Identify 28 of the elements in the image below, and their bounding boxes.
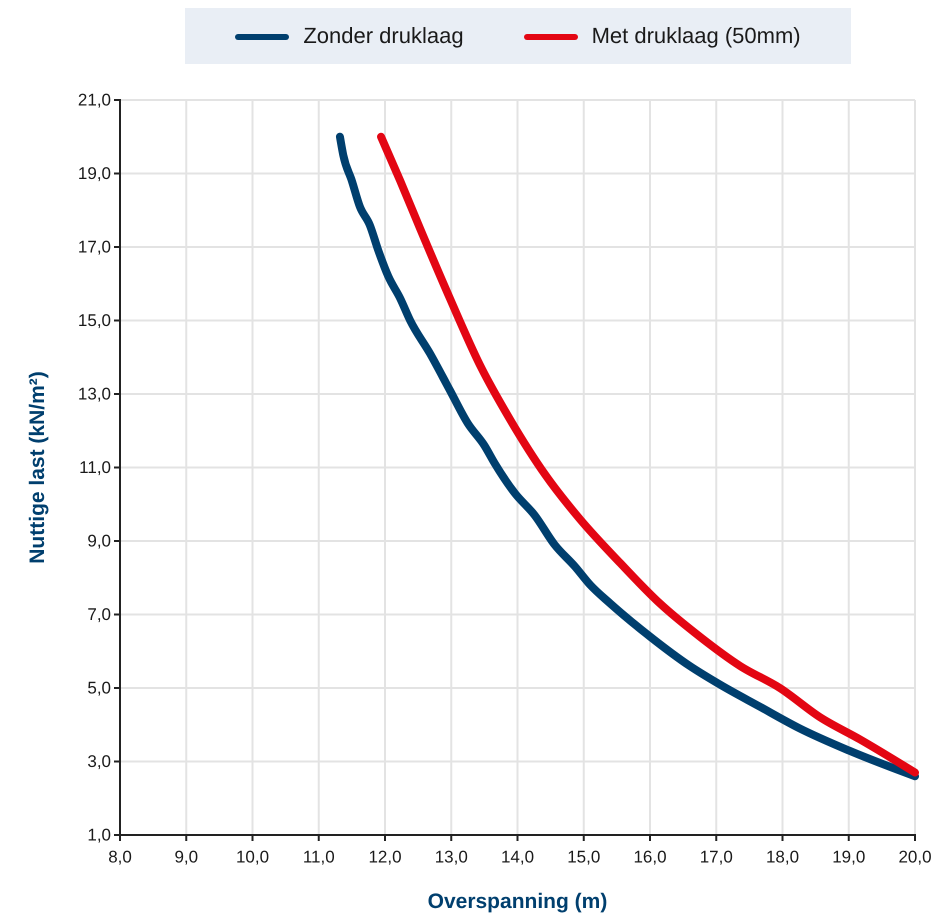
x-tick-label: 12,0 [368,848,402,867]
y-axis-title: Nuttige last (kN/m²) [26,371,49,564]
x-tick-label: 9,0 [174,848,198,867]
x-tick-label: 20,0 [898,848,932,867]
x-axis-title: Overspanning (m) [428,890,608,913]
y-tick-label: 21,0 [78,90,111,110]
y-tick-label: 9,0 [87,531,111,550]
legend-label: Met druklaag (50mm) [592,23,801,48]
y-tick-label: 17,0 [78,237,111,256]
x-tick-label: 16,0 [633,848,667,867]
x-tick-label: 14,0 [500,848,534,867]
x-tick-label: 10,0 [236,848,270,867]
legend-label: Zonder druklaag [303,23,464,48]
x-tick-label: 17,0 [700,848,733,867]
y-tick-label: 7,0 [87,604,111,624]
x-tick-label: 13,0 [434,848,468,867]
x-tick-label: 11,0 [302,848,335,867]
x-tick-label: 18,0 [766,848,800,867]
y-tick-label: 15,0 [78,310,111,330]
y-tick-label: 5,0 [87,678,111,698]
y-tick-label: 1,0 [87,825,111,844]
y-tick-label: 13,0 [78,384,111,404]
y-tick-label: 3,0 [87,752,111,771]
y-tick-label: 11,0 [79,458,111,477]
x-tick-label: 15,0 [567,848,600,867]
x-tick-label: 8,0 [108,848,132,867]
y-tick-label: 19,0 [78,164,111,183]
x-tick-label: 19,0 [832,848,866,867]
